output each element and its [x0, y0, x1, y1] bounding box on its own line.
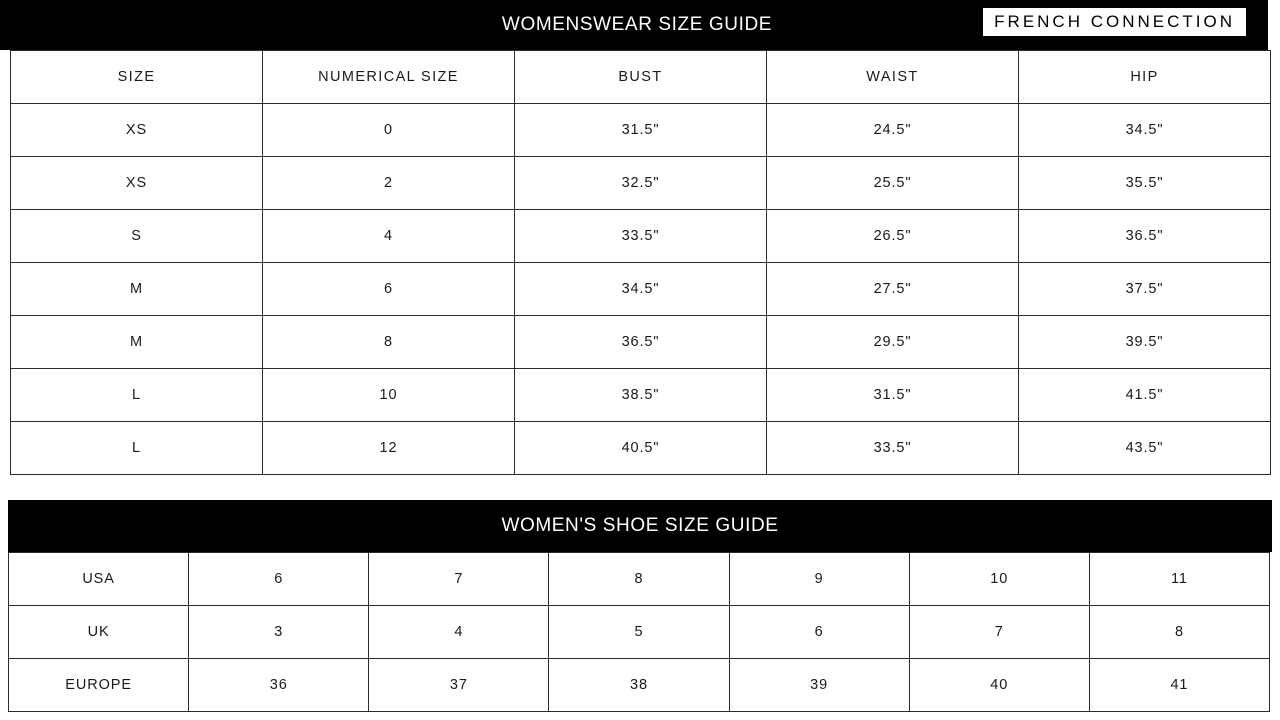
cell-waist: 25.5"	[766, 156, 1019, 210]
shoe-size-cell: 41	[1088, 658, 1271, 712]
cell-size: XS	[10, 103, 263, 157]
shoe-size-cell: 36	[188, 658, 370, 712]
cell-numerical: 10	[262, 368, 515, 422]
column-header-numerical: NUMERICAL SIZE	[262, 50, 515, 104]
shoe-size-cell: 40	[908, 658, 1090, 712]
cell-numerical: 6	[262, 262, 515, 316]
shoe-size-cell: 10	[908, 552, 1090, 606]
shoe-size-cell: 7	[908, 605, 1090, 659]
shoe-region-label: UK	[7, 605, 190, 659]
shoe-region-label: USA	[7, 552, 190, 606]
cell-hip: 43.5"	[1018, 421, 1271, 475]
shoe-size-cell: 4	[368, 605, 550, 659]
cell-waist: 29.5"	[766, 315, 1019, 369]
shoe-region-label: EUROPE	[7, 658, 190, 712]
cell-size: M	[10, 262, 263, 316]
shoe-row-usa: USA 6 7 8 9 10 11	[7, 552, 1271, 606]
cell-bust: 33.5"	[514, 209, 767, 263]
cell-bust: 38.5"	[514, 368, 767, 422]
table-row: M 8 36.5" 29.5" 39.5"	[10, 315, 1271, 369]
cell-hip: 37.5"	[1018, 262, 1271, 316]
cell-waist: 27.5"	[766, 262, 1019, 316]
shoe-size-cell: 11	[1088, 552, 1271, 606]
cell-numerical: 2	[262, 156, 515, 210]
cell-numerical: 8	[262, 315, 515, 369]
shoe-size-cell: 7	[368, 552, 550, 606]
cell-waist: 31.5"	[766, 368, 1019, 422]
cell-hip: 39.5"	[1018, 315, 1271, 369]
cell-bust: 40.5"	[514, 421, 767, 475]
shoe-size-table: USA 6 7 8 9 10 11 UK 3 4 5 6 7 8	[7, 552, 1271, 712]
cell-bust: 32.5"	[514, 156, 767, 210]
cell-bust: 34.5"	[514, 262, 767, 316]
shoe-size-cell: 39	[728, 658, 910, 712]
shoe-size-cell: 37	[368, 658, 550, 712]
shoe-row-europe: EUROPE 36 37 38 39 40 41	[7, 658, 1271, 712]
cell-hip: 41.5"	[1018, 368, 1271, 422]
shoe-row-uk: UK 3 4 5 6 7 8	[7, 605, 1271, 659]
shoe-size-cell: 6	[728, 605, 910, 659]
column-header-bust: BUST	[514, 50, 767, 104]
shoe-banner: WOMEN'S SHOE SIZE GUIDE	[8, 500, 1272, 552]
shoe-size-cell: 3	[188, 605, 370, 659]
cell-size: L	[10, 368, 263, 422]
cell-hip: 36.5"	[1018, 209, 1271, 263]
cell-size: L	[10, 421, 263, 475]
column-header-waist: WAIST	[766, 50, 1019, 104]
cell-numerical: 12	[262, 421, 515, 475]
cell-numerical: 4	[262, 209, 515, 263]
cell-numerical: 0	[262, 103, 515, 157]
table-header-row: SIZE NUMERICAL SIZE BUST WAIST HIP	[10, 50, 1271, 104]
table-row: S 4 33.5" 26.5" 36.5"	[10, 209, 1271, 263]
cell-bust: 31.5"	[514, 103, 767, 157]
womens-shoe-size-guide-section: WOMEN'S SHOE SIZE GUIDE USA 6 7 8 9	[7, 500, 1272, 712]
cell-size: S	[10, 209, 263, 263]
cell-bust: 36.5"	[514, 315, 767, 369]
womenswear-size-table: SIZE NUMERICAL SIZE BUST WAIST HIP XS 0 …	[10, 50, 1271, 475]
table-row: L 10 38.5" 31.5" 41.5"	[10, 368, 1271, 422]
cell-hip: 34.5"	[1018, 103, 1271, 157]
french-connection-logo: FRENCH CONNECTION	[983, 8, 1246, 36]
shoe-size-cell: 38	[548, 658, 730, 712]
shoe-banner-title: WOMEN'S SHOE SIZE GUIDE	[501, 515, 779, 536]
column-header-hip: HIP	[1018, 50, 1271, 104]
shoe-size-cell: 5	[548, 605, 730, 659]
shoe-size-cell: 9	[728, 552, 910, 606]
womenswear-size-guide-section: WOMENSWEAR SIZE GUIDE FRENCH CONNECTION …	[0, 0, 1271, 475]
table-row: M 6 34.5" 27.5" 37.5"	[10, 262, 1271, 316]
shoe-size-cell: 8	[1088, 605, 1271, 659]
table-row: XS 2 32.5" 25.5" 35.5"	[10, 156, 1271, 210]
table-row: L 12 40.5" 33.5" 43.5"	[10, 421, 1271, 475]
shoe-size-cell: 6	[188, 552, 370, 606]
cell-hip: 35.5"	[1018, 156, 1271, 210]
shoe-size-cell: 8	[548, 552, 730, 606]
cell-waist: 26.5"	[766, 209, 1019, 263]
cell-waist: 24.5"	[766, 103, 1019, 157]
column-header-size: SIZE	[10, 50, 263, 104]
cell-size: XS	[10, 156, 263, 210]
womenswear-banner: WOMENSWEAR SIZE GUIDE FRENCH CONNECTION	[0, 0, 1268, 50]
table-row: XS 0 31.5" 24.5" 34.5"	[10, 103, 1271, 157]
cell-size: M	[10, 315, 263, 369]
womenswear-banner-title: WOMENSWEAR SIZE GUIDE	[501, 14, 773, 35]
cell-waist: 33.5"	[766, 421, 1019, 475]
